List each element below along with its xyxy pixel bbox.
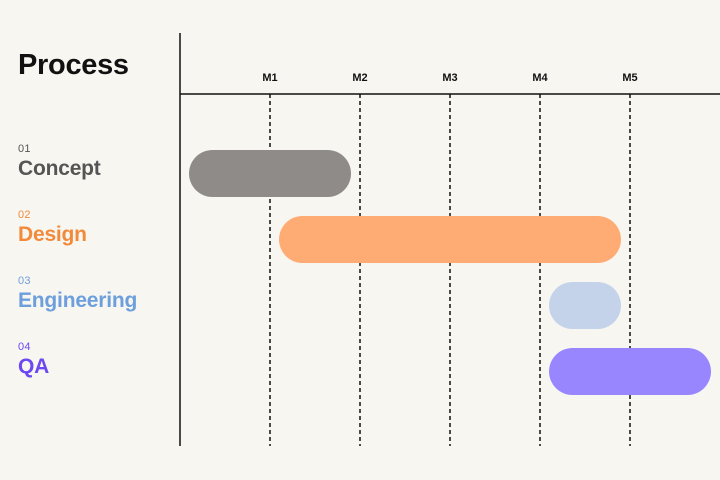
task-label-concept: 01 Concept xyxy=(18,143,178,182)
task-name: QA xyxy=(18,355,50,378)
tick-label-m4: M4 xyxy=(532,72,548,84)
tick-label-m1: M1 xyxy=(262,72,277,84)
tick-label-m2: M2 xyxy=(352,72,367,84)
chart-title: Process xyxy=(18,49,129,81)
task-number: 04 xyxy=(18,341,31,353)
task-name: Concept xyxy=(18,157,101,180)
task-number: 03 xyxy=(18,275,31,287)
bar-concept xyxy=(189,150,351,197)
task-label-qa: 04 QA xyxy=(18,341,178,380)
task-name: Design xyxy=(18,223,87,246)
task-label-design: 02 Design xyxy=(18,209,178,248)
task-number: 01 xyxy=(18,143,31,155)
bar-qa xyxy=(549,348,711,395)
task-label-engineering: 03 Engineering xyxy=(18,275,178,314)
bar-engineering xyxy=(549,282,621,329)
tick-label-m5: M5 xyxy=(622,72,637,84)
task-name: Engineering xyxy=(18,289,138,312)
task-number: 02 xyxy=(18,209,31,221)
tick-label-m3: M3 xyxy=(442,72,457,84)
bar-design xyxy=(279,216,621,263)
